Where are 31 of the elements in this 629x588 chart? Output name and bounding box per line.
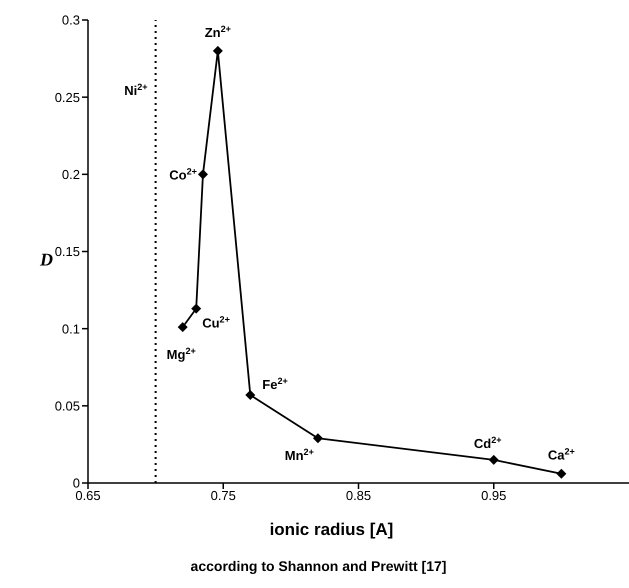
point: [245, 390, 256, 400]
y-tick-label: 0: [72, 476, 80, 491]
y-tick-label: 0.1: [62, 321, 80, 336]
point: [312, 433, 323, 444]
x-axis-title: ionic radius [A]: [270, 520, 394, 539]
annotation: Mg$^{2+}$: [166, 346, 196, 362]
point: [178, 322, 188, 332]
x-tick-label: 0.75: [210, 488, 236, 504]
y-tick-label: 0.2: [62, 166, 80, 182]
text: according to Shannon and Prewitt [17]: [190, 558, 448, 574]
y-tick-label: 0.25: [54, 90, 80, 105]
annotation: Ca$^{2+}$: [548, 446, 575, 463]
ref-line-label: Ni$^{2+}$: [124, 82, 148, 98]
annotation: Cd$^{2+}$: [474, 434, 502, 451]
point: [556, 468, 566, 479]
annotation: Co$^{2+}$: [169, 166, 197, 182]
annotation: Zn$^{2+}$: [204, 24, 231, 40]
point: [488, 454, 499, 465]
annotation: Cu$^{2+}$: [202, 314, 230, 331]
y-tick-label: 0.3: [62, 12, 80, 28]
annotation: Mn$^{2+}$: [284, 447, 314, 464]
point: [191, 304, 202, 314]
x-tick-label: 0.85: [346, 488, 372, 504]
y-tick-label: 0.05: [54, 398, 80, 414]
point: [198, 169, 208, 180]
point: [212, 46, 223, 56]
x-tick-label: 0.95: [481, 488, 506, 504]
y-axis-title: D: [39, 249, 53, 270]
x-tick-label: 0.65: [75, 488, 101, 504]
annotation: Fe$^{2+}$: [262, 376, 288, 392]
y-tick-label: 0.15: [54, 244, 80, 260]
